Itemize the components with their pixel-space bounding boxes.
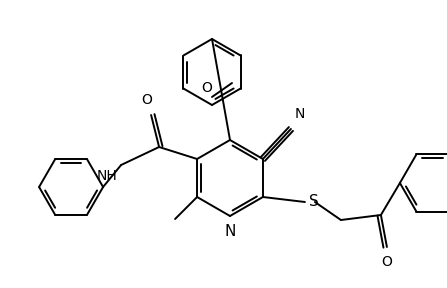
Text: O: O [202,81,212,95]
Text: N: N [295,107,305,121]
Text: S: S [309,194,319,209]
Text: O: O [142,93,152,107]
Text: N: N [224,224,236,239]
Text: O: O [381,255,392,269]
Text: NH: NH [97,169,117,183]
